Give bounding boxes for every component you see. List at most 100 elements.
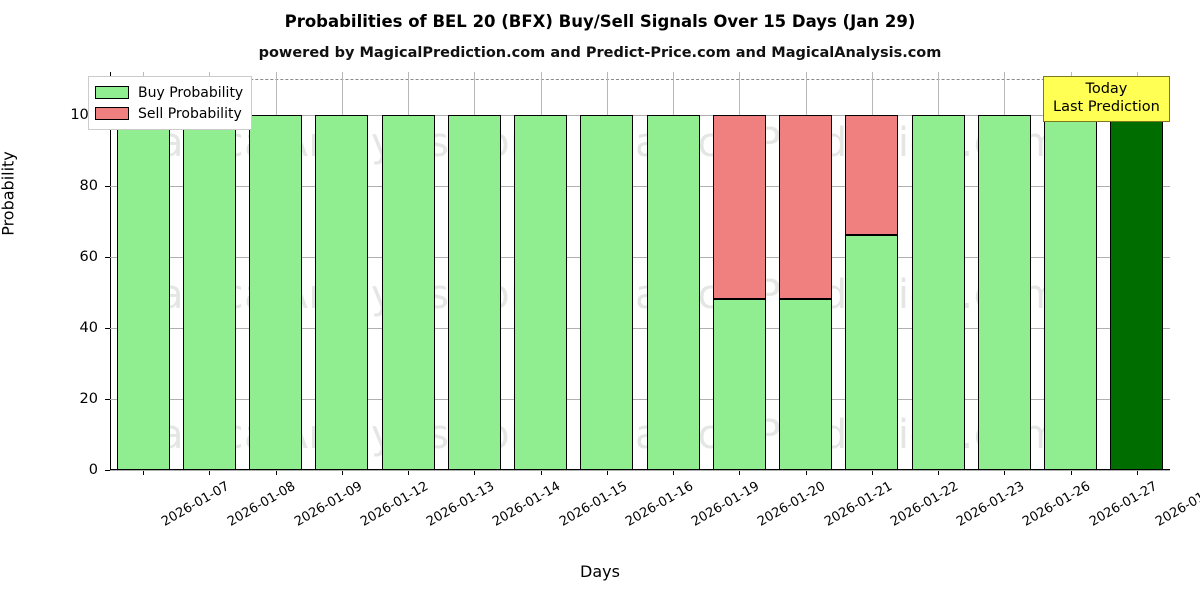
x-tick-mark (1071, 470, 1072, 475)
legend-swatch-buy (95, 86, 129, 99)
bar-segment-buy (315, 114, 369, 470)
gridline-horizontal (110, 256, 1170, 258)
x-tick-label: 2026-01-12 (357, 479, 431, 530)
x-tick-label: 2026-01-27 (1086, 479, 1160, 530)
x-tick-mark (739, 470, 740, 475)
x-axis-label: Days (580, 562, 620, 581)
y-tick-mark (105, 470, 110, 471)
bar-2026-01-19 (646, 72, 700, 470)
gridline-top-dashed (110, 79, 1170, 81)
y-tick-label: 60 (79, 248, 98, 265)
chart-subtitle: powered by MagicalPrediction.com and Pre… (258, 45, 942, 61)
x-tick-mark (342, 470, 343, 475)
gridline-horizontal (110, 398, 1170, 400)
x-tick-mark (1004, 470, 1005, 475)
x-tick-label: 2026-01-13 (424, 479, 498, 530)
y-tick-label: 80 (79, 177, 98, 194)
x-tick-label: 2026-01-08 (225, 479, 299, 530)
y-tick-label: 20 (79, 390, 98, 407)
bar-2026-01-22 (845, 72, 899, 470)
bar-segment-buy (911, 114, 965, 470)
bar-2026-01-16 (580, 72, 634, 470)
y-tick-mark (105, 185, 110, 187)
bar-segment-buy (580, 114, 634, 470)
legend-label-buy: Buy Probability (138, 84, 244, 101)
x-tick-label: 2026-01-23 (954, 479, 1028, 530)
bar-2026-01-13 (381, 72, 435, 470)
x-tick-mark (806, 470, 807, 475)
bar-segment-buy (646, 114, 700, 470)
bar-segment-buy (249, 114, 303, 470)
x-tick-mark (541, 470, 542, 475)
bar-segment-sell (779, 114, 833, 300)
gridline-horizontal (110, 470, 1170, 471)
y-tick-label: 40 (79, 319, 98, 336)
x-tick-mark (1137, 470, 1138, 475)
y-tick-mark (105, 398, 110, 400)
legend-swatch-sell (95, 107, 129, 120)
bar-2026-01-23 (911, 72, 965, 470)
bar-segment-buy (845, 235, 899, 470)
bar-2026-01-21 (779, 72, 833, 470)
bar-segment-sell (845, 114, 899, 236)
legend-label-sell: Sell Probability (138, 105, 242, 122)
x-tick-mark (938, 470, 939, 475)
bar-2026-01-12 (315, 72, 369, 470)
bar-2026-01-28 (1110, 72, 1164, 470)
bar-segment-buy (514, 114, 568, 470)
bar-2026-01-08 (182, 72, 236, 470)
bar-segment-buy (1044, 114, 1098, 470)
y-tick-mark (105, 327, 110, 329)
x-tick-mark (209, 470, 210, 475)
bar-2026-01-27 (1044, 72, 1098, 470)
bar-segment-sell (712, 114, 766, 300)
bar-segment-buy (779, 299, 833, 470)
x-tick-label: 2026-01-20 (755, 479, 829, 530)
bar-segment-buy (182, 114, 236, 470)
bars-container (110, 72, 1170, 470)
x-tick-label: 2026-01-22 (887, 479, 961, 530)
chart-legend: Buy Probability Sell Probability (88, 76, 253, 130)
bar-2026-01-15 (514, 72, 568, 470)
legend-item-buy: Buy Probability (95, 82, 243, 103)
bar-segment-buy (1110, 114, 1164, 470)
x-tick-label: 2026-01-26 (1020, 479, 1094, 530)
bar-segment-buy (977, 114, 1031, 470)
bar-segment-buy (381, 114, 435, 470)
bar-segment-buy (712, 299, 766, 470)
x-tick-label: 2026-01-14 (490, 479, 564, 530)
today-annotation-line1: Today (1085, 81, 1128, 97)
gridline-horizontal (110, 327, 1170, 329)
x-axis-line (110, 469, 1170, 470)
x-tick-label: 2026-01-15 (556, 479, 630, 530)
x-tick-label: 2026-01-16 (622, 479, 696, 530)
x-tick-label: 2026-01-21 (821, 479, 895, 530)
today-annotation: Today Last Prediction (1043, 76, 1170, 122)
bar-2026-01-14 (447, 72, 501, 470)
page-title: Probabilities of BEL 20 (BFX) Buy/Sell S… (284, 12, 916, 31)
gridline-horizontal (110, 114, 1170, 116)
x-tick-label: 2026-01-19 (689, 479, 763, 530)
legend-item-sell: Sell Probability (95, 103, 243, 124)
today-annotation-line2: Last Prediction (1053, 99, 1160, 115)
x-tick-label: 2026-01-09 (291, 479, 365, 530)
x-tick-label: 2026-01-28 (1152, 479, 1200, 530)
x-tick-label: 2026-01-07 (159, 479, 233, 530)
y-tick-mark (105, 256, 110, 258)
x-tick-mark (607, 470, 608, 475)
y-axis-line (110, 72, 111, 470)
x-tick-mark (673, 470, 674, 475)
gridline-horizontal (110, 185, 1170, 187)
bar-2026-01-07 (116, 72, 170, 470)
y-tick-label: 0 (88, 462, 98, 478)
x-tick-mark (474, 470, 475, 475)
x-tick-mark (276, 470, 277, 475)
x-tick-mark (408, 470, 409, 475)
bar-2026-01-20 (712, 72, 766, 470)
bar-2026-01-09 (249, 72, 303, 470)
bar-2026-01-26 (977, 72, 1031, 470)
x-tick-mark (143, 470, 144, 475)
x-tick-mark (872, 470, 873, 475)
bar-segment-buy (116, 114, 170, 470)
